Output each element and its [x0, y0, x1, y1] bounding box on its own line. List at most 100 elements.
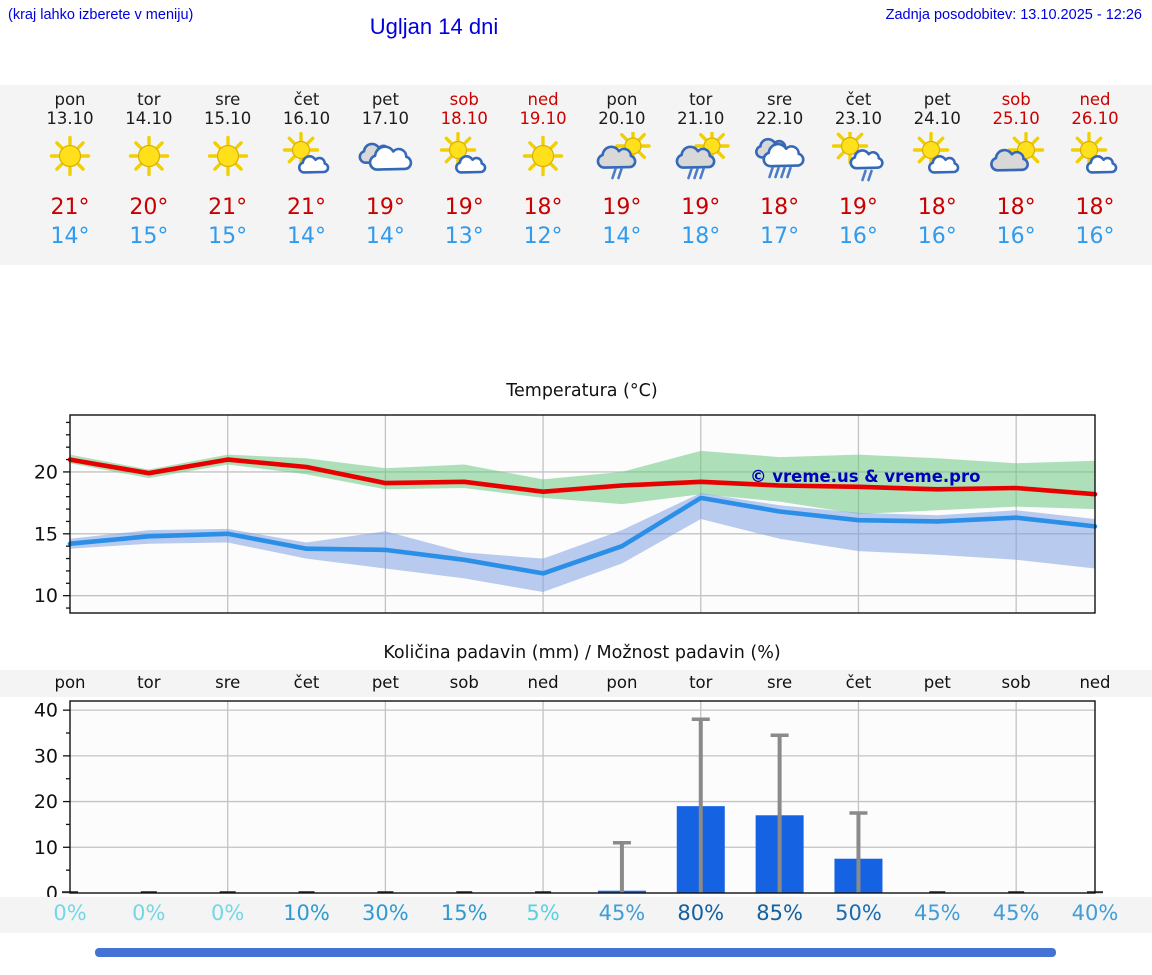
precip-probability-label: 80% — [677, 901, 725, 925]
cloudy-icon — [358, 142, 413, 171]
day-date-label: 17.10 — [361, 109, 409, 128]
high-temp-label: 18° — [996, 195, 1036, 220]
day-name-label: ned — [1079, 90, 1111, 109]
day-name-label: sob — [1001, 90, 1031, 109]
precip-zero-mark — [298, 891, 315, 894]
high-temp-label: 19° — [602, 195, 642, 220]
precip-day-labels-row: pon tor sre čet pet sob ned pon tor sre čet pet sob n… — [0, 670, 1152, 697]
day-date-label: 18.10 — [440, 109, 488, 128]
sunny-icon — [128, 135, 170, 177]
low-temp-label: 16° — [996, 224, 1036, 249]
forecast-day: pon 20.10 19° 14° — [583, 85, 662, 265]
forecast-day: pet 24.10 18° 16° — [898, 85, 977, 265]
forecast-day: čet 16.10 21° 14° — [267, 85, 346, 265]
y-axis-tick-label: 30 — [34, 745, 58, 767]
day-date-label: 21.10 — [677, 109, 725, 128]
precip-probability-label: 30% — [362, 901, 409, 925]
day-date-label: 13.10 — [46, 109, 94, 128]
y-axis-tick-label: 10 — [34, 585, 58, 607]
day-date-label: 15.10 — [204, 109, 252, 128]
precip-day-label: ned — [527, 673, 559, 692]
forecast-day: pon 13.10 21° 14° — [31, 85, 110, 265]
day-name-label: ned — [527, 90, 559, 109]
precip-zero-mark — [140, 891, 157, 894]
low-temp-label: 16° — [917, 224, 957, 249]
precip-day-label: sre — [767, 673, 793, 692]
sun-light-rain-icon — [832, 132, 885, 182]
y-axis-tick-label: 20 — [34, 791, 58, 813]
precip-zero-mark — [456, 891, 473, 894]
watermark: © vreme.us & vreme.pro — [750, 467, 980, 486]
precip-day-label: ned — [1079, 673, 1111, 692]
low-temp-label: 14° — [365, 224, 405, 249]
low-temp-label: 16° — [1075, 224, 1115, 249]
precip-probability-label: 45% — [913, 901, 961, 925]
precip-probability-row: 0% 0% 0% 10% 30% 15% 5% 45% 80% 85% 50% 45% 45% 40% — [0, 897, 1152, 933]
precip-probability-label: 10% — [283, 901, 330, 925]
precip-day-label: pon — [606, 673, 638, 692]
high-temp-label: 19° — [365, 195, 405, 220]
rain-icon — [754, 137, 805, 179]
precip-probability-label: 50% — [835, 901, 882, 925]
precip-probability-label: 15% — [440, 901, 488, 925]
high-temp-label: 18° — [523, 195, 563, 220]
low-temp-label: 13° — [444, 224, 484, 249]
high-temp-label: 19° — [681, 195, 721, 220]
menu-hint-note: (kraj lahko izberete v meniju) — [8, 7, 194, 23]
precip-day-label: pon — [54, 673, 86, 692]
sunny-icon — [49, 135, 91, 177]
precip-day-label: sob — [1001, 673, 1031, 692]
day-date-label: 24.10 — [913, 109, 961, 128]
precip-zero-mark — [219, 891, 236, 894]
high-temp-label: 20° — [129, 195, 169, 220]
forecast-day: sre 22.10 18° 17° — [740, 85, 819, 265]
low-temp-label: 14° — [602, 224, 642, 249]
high-temp-label: 21° — [50, 195, 90, 220]
precip-zero-mark — [377, 891, 394, 894]
low-temp-label: 14° — [287, 224, 327, 249]
sunny-icon — [522, 135, 564, 177]
precip-day-label: tor — [689, 673, 713, 692]
day-name-label: pon — [606, 90, 638, 109]
max-temp-line — [67, 457, 1098, 497]
precip-probability-label: 45% — [598, 901, 646, 925]
precip-day-label: tor — [137, 673, 161, 692]
y-axis-tick-label: 40 — [34, 700, 58, 722]
precip-zero-mark — [929, 891, 946, 894]
day-name-label: sob — [449, 90, 479, 109]
partly-cloudy-icon — [440, 132, 487, 174]
precip-zero-mark — [535, 891, 552, 894]
day-name-label: pet — [923, 90, 951, 109]
forecast-day: pet 17.10 19° 14° — [346, 85, 425, 265]
precip-zero-mark — [1008, 891, 1025, 894]
day-date-label: 20.10 — [598, 109, 646, 128]
forecast-day: tor 21.10 19° 18° — [661, 85, 740, 265]
partly-cloudy-icon — [282, 132, 329, 174]
page-title: Ugljan 14 dni — [369, 14, 499, 39]
day-name-label: sre — [767, 90, 793, 109]
day-name-label: pon — [54, 90, 86, 109]
precip-day-label: pet — [923, 673, 951, 692]
high-temp-label: 18° — [1075, 195, 1115, 220]
day-date-label: 25.10 — [992, 109, 1040, 128]
high-temp-label: 21° — [208, 195, 248, 220]
precip-probability-label: 5% — [526, 901, 560, 925]
low-temp-label: 17° — [760, 224, 800, 249]
min-temp-line — [67, 495, 1098, 576]
mostly-cloudy-icon — [990, 132, 1045, 172]
y-axis-tick-label: 20 — [34, 461, 58, 483]
precip-day-label: sob — [449, 673, 479, 692]
y-axis-tick-label: 10 — [34, 837, 58, 859]
forecast-day: ned 26.10 18° 16° — [1056, 85, 1135, 265]
forecast-day: sob 25.10 18° 16° — [977, 85, 1056, 265]
precipitation-chart-title: Količina padavin (mm) / Možnost padavin … — [383, 643, 781, 663]
forecast-day: sob 18.10 19° 13° — [425, 85, 504, 265]
day-date-label: 14.10 — [125, 109, 173, 128]
last-update-label: Zadnja posodobitev: 13.10.2025 - 12:26 — [885, 7, 1142, 23]
horizontal-scrollbar-thumb[interactable] — [95, 948, 1056, 957]
precip-day-label: čet — [293, 673, 320, 692]
precip-probability-label: 0% — [132, 901, 166, 925]
sun-showers-heavy-icon — [675, 132, 730, 180]
